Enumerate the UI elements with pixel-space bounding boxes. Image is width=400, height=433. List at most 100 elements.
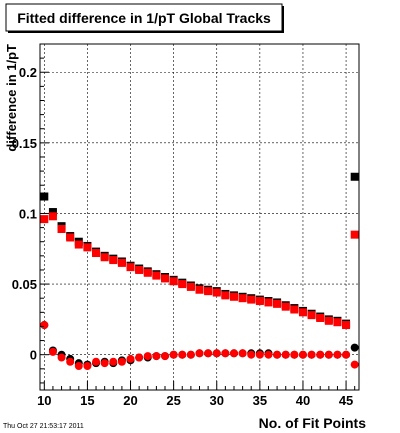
circle-marker [83, 361, 92, 370]
square-marker [109, 256, 118, 265]
square-marker [204, 287, 213, 296]
square-marker [324, 316, 333, 325]
circle-marker [195, 349, 204, 358]
square-marker [40, 192, 49, 201]
square-marker [152, 271, 161, 280]
circle-marker [57, 353, 66, 362]
title-box [5, 3, 283, 32]
square-marker [83, 243, 92, 252]
circle-marker [350, 343, 359, 352]
square-marker [273, 299, 282, 308]
square-marker [74, 240, 83, 249]
circle-marker [281, 350, 290, 359]
circle-marker [109, 357, 118, 366]
circle-marker [307, 350, 316, 359]
x-tick-label: 40 [296, 393, 310, 408]
square-marker [221, 291, 230, 300]
circle-marker [264, 350, 273, 359]
square-marker [195, 285, 204, 294]
square-marker [178, 280, 187, 289]
square-marker [186, 282, 195, 291]
circle-marker [161, 352, 170, 361]
circle-marker [350, 360, 359, 369]
circle-marker [117, 357, 126, 366]
square-marker [290, 305, 299, 314]
square-marker [48, 212, 57, 221]
circle-marker [152, 352, 161, 361]
data-markers [40, 172, 359, 370]
circle-marker [238, 349, 247, 358]
circle-marker [324, 350, 333, 359]
square-marker [161, 274, 170, 283]
circle-marker [40, 321, 49, 330]
circle-marker [298, 350, 307, 359]
x-tick-label: 10 [37, 393, 51, 408]
y-tick-label: 0.2 [19, 65, 37, 80]
circle-marker [212, 349, 221, 358]
x-axis-title: No. of Fit Points [259, 415, 367, 431]
square-marker [135, 265, 144, 274]
square-marker [298, 308, 307, 317]
square-marker [238, 294, 247, 303]
x-tick-label: 45 [339, 393, 353, 408]
square-marker [212, 288, 221, 297]
title-box-shadow-bottom [8, 31, 284, 33]
circle-marker [143, 352, 152, 361]
circle-marker [221, 349, 230, 358]
chart-title: Fitted difference in 1/pT Global Tracks [17, 10, 271, 26]
square-marker [117, 258, 126, 267]
circle-marker [333, 350, 342, 359]
circle-marker [255, 350, 264, 359]
y-tick-label: 0.15 [12, 136, 37, 151]
y-tick-label: 0 [30, 348, 37, 363]
circle-marker [126, 354, 135, 363]
square-marker [100, 253, 109, 262]
x-tick-label: 20 [123, 393, 137, 408]
circle-marker [169, 350, 178, 359]
circle-marker [186, 350, 195, 359]
square-marker [255, 297, 264, 306]
circle-marker [204, 349, 213, 358]
circle-marker [135, 353, 144, 362]
circle-marker [48, 347, 57, 356]
square-marker [66, 233, 75, 242]
x-tick-label: 35 [253, 393, 267, 408]
circle-marker [229, 349, 238, 358]
square-marker [350, 230, 359, 239]
square-marker [92, 249, 101, 258]
square-marker [264, 298, 273, 307]
circle-marker [342, 350, 351, 359]
plot-frame [39, 43, 360, 391]
circle-marker [92, 357, 101, 366]
square-marker [333, 318, 342, 327]
square-marker [143, 268, 152, 277]
square-marker [247, 295, 256, 304]
square-marker [342, 321, 351, 330]
circle-marker [273, 350, 282, 359]
square-marker [307, 311, 316, 320]
circle-marker [74, 361, 83, 370]
square-marker [316, 313, 325, 322]
square-marker [281, 302, 290, 311]
grid-lines [40, 44, 359, 390]
square-marker [57, 225, 66, 234]
y-tick-label: 0.05 [12, 277, 37, 292]
y-tick-label: 0.1 [19, 206, 37, 221]
square-marker [169, 277, 178, 286]
title-box-shadow-right [282, 6, 284, 33]
x-tick-label: 25 [166, 393, 180, 408]
square-marker [40, 215, 49, 224]
square-marker [48, 208, 57, 217]
circle-marker [66, 357, 75, 366]
circle-marker [290, 350, 299, 359]
circle-marker [316, 350, 325, 359]
circle-marker [178, 350, 187, 359]
square-marker [126, 263, 135, 272]
timestamp: Thu Oct 27 21:53:17 2011 [3, 423, 84, 430]
x-tick-label: 15 [80, 393, 94, 408]
y-axis-title: difference in 1/pT [4, 44, 19, 152]
circle-marker [100, 359, 109, 368]
square-marker [350, 172, 359, 181]
